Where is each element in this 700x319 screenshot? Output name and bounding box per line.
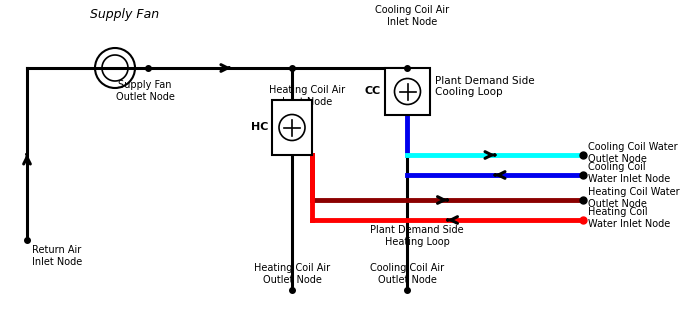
Text: Supply Fan
Outlet Node: Supply Fan Outlet Node: [116, 80, 174, 101]
Text: Heating Coil Water
Outlet Node: Heating Coil Water Outlet Node: [588, 187, 680, 209]
Text: HC: HC: [251, 122, 268, 132]
Text: Heating Coil Air
Outlet Node: Heating Coil Air Outlet Node: [254, 263, 330, 285]
Text: Cooling Coil
Water Inlet Node: Cooling Coil Water Inlet Node: [588, 162, 671, 184]
Text: Plant Demand Side
Heating Loop: Plant Demand Side Heating Loop: [370, 225, 464, 247]
Text: Return Air
Inlet Node: Return Air Inlet Node: [32, 245, 83, 267]
FancyBboxPatch shape: [385, 68, 430, 115]
Text: Heating Coil
Water Inlet Node: Heating Coil Water Inlet Node: [588, 207, 671, 229]
Text: Plant Demand Side
Cooling Loop: Plant Demand Side Cooling Loop: [435, 76, 535, 97]
Text: Supply Fan: Supply Fan: [90, 8, 160, 21]
Text: CC: CC: [365, 86, 381, 97]
Text: Cooling Coil Water
Outlet Node: Cooling Coil Water Outlet Node: [588, 142, 678, 164]
Text: Cooling Coil Air
Outlet Node: Cooling Coil Air Outlet Node: [370, 263, 444, 285]
Text: Cooling Coil Air
Inlet Node: Cooling Coil Air Inlet Node: [375, 5, 449, 26]
FancyBboxPatch shape: [272, 100, 312, 155]
Text: Heating Coil Air
Inlet Node: Heating Coil Air Inlet Node: [269, 85, 345, 107]
